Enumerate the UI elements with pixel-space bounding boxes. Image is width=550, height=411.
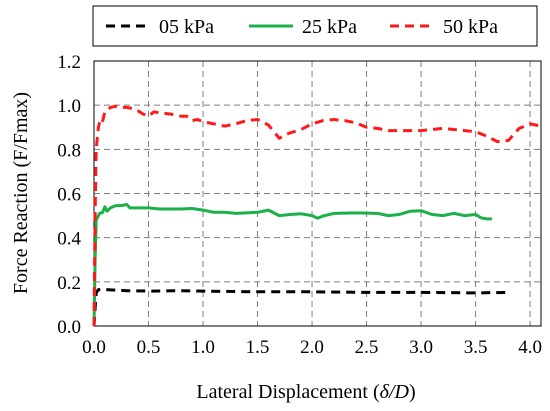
legend-label-2: 25 kPa: [302, 16, 357, 38]
plot-area-frame: [93, 60, 542, 327]
y-tick-label: 0.2: [57, 273, 81, 294]
x-tick-label: 2.5: [355, 337, 379, 358]
x-tick-label: 3.5: [464, 337, 488, 358]
y-tick-label: 0.6: [57, 185, 81, 206]
legend-label-3: 50 kPa: [443, 16, 498, 38]
y-tick-label: 0.4: [57, 229, 81, 250]
x-tick-label: 0.5: [137, 337, 161, 358]
y-tick-label: 0.8: [57, 140, 81, 161]
series-group: [92, 104, 542, 327]
x-axis-label-text: Lateral Displacement (: [196, 381, 380, 403]
y-tick-label: 0.0: [57, 317, 81, 338]
legend-items: 05 kPa 25 kPa 50 kPa: [106, 16, 498, 38]
x-axis-label-close: ): [409, 381, 416, 403]
grid-lines: [94, 61, 541, 326]
y-tick-label: 1.2: [57, 52, 81, 73]
x-axis-label-symbol: δ/D: [380, 381, 410, 403]
series-line-2: [92, 203, 492, 327]
x-tick-label: 1.0: [191, 337, 215, 358]
x-axis-label: Lateral Displacement (δ/D): [196, 381, 415, 403]
x-tick-label: 2.0: [300, 337, 324, 358]
legend-box: [92, 5, 538, 47]
series-line-3: [92, 104, 542, 327]
y-tick-label: 1.0: [57, 96, 81, 117]
y-axis-label: Force Reaction (F/Fmax): [10, 92, 32, 294]
x-tick-label: 1.5: [246, 337, 270, 358]
legend: 05 kPa 25 kPa 50 kPa: [92, 5, 538, 47]
x-tick-label: 4.0: [518, 337, 542, 358]
x-axis-ticks: 0.0 0.5 1.0 1.5 2.0 2.5 3.0 3.5 4.0: [82, 337, 542, 358]
y-axis-ticks: 0.0 0.2 0.4 0.6 0.8 1.0 1.2: [57, 52, 81, 338]
series-line-1: [92, 288, 509, 327]
legend-label-1: 05 kPa: [159, 16, 214, 38]
x-tick-label: 0.0: [82, 337, 106, 358]
x-tick-label: 3.0: [409, 337, 433, 358]
